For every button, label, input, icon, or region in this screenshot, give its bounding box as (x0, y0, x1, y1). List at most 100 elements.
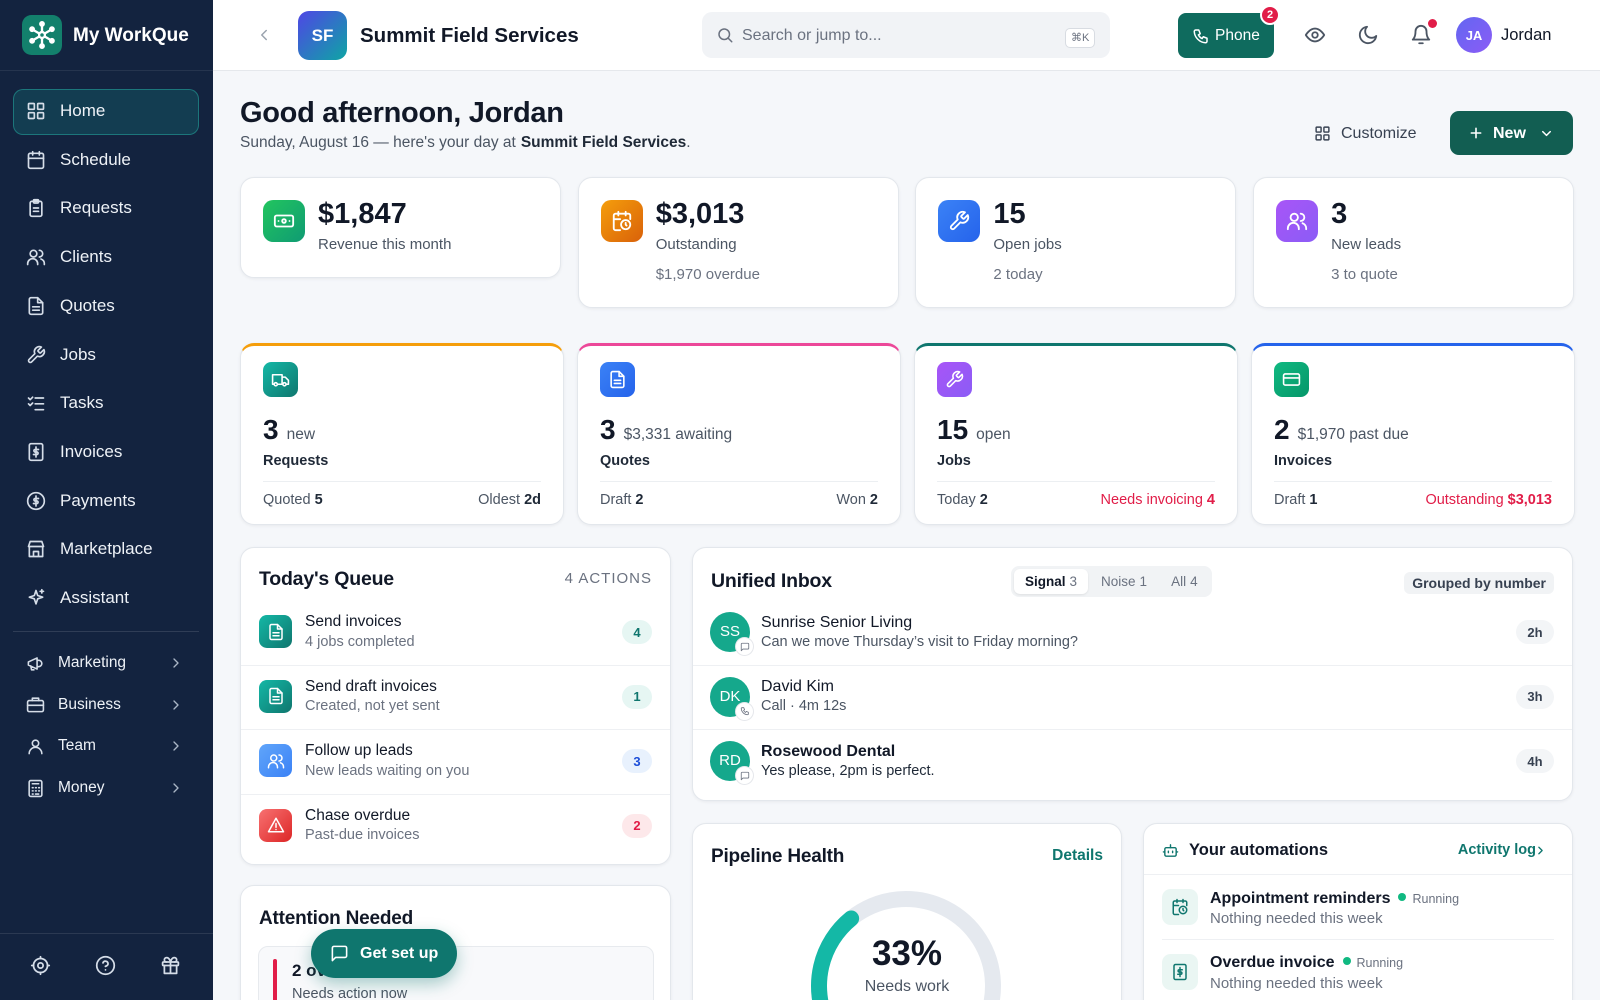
pipeline-card-qualifier: new (286, 426, 316, 443)
get-set-up-icon (331, 945, 348, 962)
queue-item-icon-glyph (268, 687, 283, 705)
pipeline-card-left: Quoted 5 (263, 491, 323, 510)
queue-item-icon (259, 615, 292, 648)
nav-icon (27, 540, 45, 558)
nav-group-chevron (173, 658, 179, 668)
inbox-tab-count: 4 (1190, 574, 1198, 589)
inbox-channel (736, 767, 753, 784)
automation-icon-glyph (1173, 963, 1187, 980)
pipeline-card-right: Won 2 (836, 491, 878, 510)
queue-card: Today's Queue 4 ACTIONS Send invoices 4 job… (240, 547, 671, 865)
pipeline-card-icon (263, 362, 298, 397)
attention-item-bar (273, 959, 277, 1000)
pipeline-card-right: Needs invoicing 4 (1101, 491, 1215, 510)
pipeline-card-icon (937, 362, 972, 397)
inbox-tab[interactable]: Signal 3 (1014, 569, 1089, 594)
queue-item-subtitle: Past-due invoices (305, 827, 420, 843)
inbox-item-name: David Kim (761, 678, 834, 695)
inbox-tab-count: 1 (1139, 574, 1148, 589)
queue-item-subtitle: 4 jobs completed (305, 633, 415, 650)
stat-icon (263, 200, 305, 242)
pipeline-card[interactable]: 3 new Requests Quoted 5 Oldest 2d (240, 343, 564, 525)
greeting-end: . (686, 134, 691, 151)
user-initials: JA (1465, 27, 1483, 43)
sidebar-footer-divider (0, 933, 213, 934)
new-button[interactable]: New (1450, 111, 1573, 155)
automation-status: Running (1412, 891, 1460, 906)
pipeline-card-right-label: Outstanding (1425, 491, 1504, 508)
pipeline-card-headline: 15 open (937, 412, 1011, 453)
search[interactable]: Search or jump to... ⌘K (702, 12, 1110, 58)
org-badge: SF (298, 11, 347, 60)
customize-button[interactable]: Customize (1306, 116, 1428, 150)
inbox-tab[interactable]: All 4 (1160, 569, 1209, 594)
pipeline-card-headline: 2 $1,970 past due (1274, 412, 1409, 453)
nav-icon (29, 199, 43, 218)
nav-label: Home (60, 101, 106, 120)
pipeline-card-icon (1274, 362, 1309, 397)
get-set-up-button[interactable]: Get set up (311, 929, 457, 978)
search-shortcut: ⌘K (1065, 28, 1096, 48)
pipeline-card-qualifier: $1,970 past due (1297, 426, 1409, 443)
status-dot (1398, 892, 1407, 901)
inbox-channel-icon (740, 642, 749, 651)
pipeline-card-count: 3 (263, 414, 279, 445)
automation-divider (1162, 938, 1554, 940)
pipeline-health-link[interactable]: Details (1052, 847, 1103, 864)
brand-logo-glyph (29, 21, 55, 49)
pipeline-card-divider (937, 481, 1215, 482)
inbox-tab-label: Signal (1025, 574, 1066, 589)
nav-group-icon (28, 739, 43, 755)
inbox-item-name: Rosewood Dental (761, 742, 896, 760)
pipeline-card-icon-glyph (610, 370, 625, 389)
inbox-avatar-initials: RD (719, 752, 741, 769)
queue-item-title: Follow up leads (305, 742, 413, 759)
queue-item-badge-count: 2 (633, 818, 641, 833)
stat-label: Outstanding (655, 236, 737, 253)
moon-button[interactable] (1356, 23, 1380, 47)
pipeline-health-title: Pipeline Health (711, 845, 845, 867)
gauge-label: 33% (871, 934, 943, 973)
automations-link[interactable]: Activity log (1457, 841, 1536, 858)
greeting-subtitle: Sunday, August 16 — here's your day at Su… (240, 133, 691, 153)
eye-button[interactable] (1303, 23, 1327, 47)
footer-icon (161, 956, 180, 974)
queue-item-badge-count: 4 (633, 624, 641, 640)
pipeline-card[interactable]: 2 $1,970 past due Invoices Draft 1 Outstandin… (1251, 343, 1575, 525)
stat-icon (1276, 200, 1319, 242)
org-initials: SF (311, 25, 334, 45)
pipeline-card-count: 2 (1274, 414, 1290, 445)
queue-item-badge: 1 (622, 684, 652, 709)
user-avatar[interactable]: JA (1456, 17, 1492, 53)
pipeline-card-right-label: Oldest (478, 491, 521, 508)
footer-button[interactable] (94, 953, 118, 977)
new-plus (1470, 127, 1482, 139)
stat-value: $1,847 (318, 198, 407, 230)
queue-item-icon-glyph (267, 817, 284, 833)
queue-count: 4 ACTIONS (564, 570, 652, 587)
pipeline-card[interactable]: 15 open Jobs Today 2 Needs invoicing 4 (914, 343, 1238, 525)
footer-button[interactable] (29, 953, 53, 977)
nav-icon (28, 588, 45, 605)
automations-card: Your automations Activity log Appointment … (1143, 823, 1573, 1000)
phone-button[interactable]: Phone (1178, 13, 1274, 58)
nav-group-icon (27, 656, 43, 671)
gauge-value (811, 910, 860, 1000)
pipeline-health-card: Pipeline Health Details 33% Needs work (692, 823, 1122, 1000)
inbox-tab[interactable]: Noise 1 (1090, 569, 1158, 594)
pipeline-card-icon (600, 362, 635, 397)
bell-button[interactable] (1409, 23, 1433, 47)
notification-dot (1428, 19, 1437, 28)
queue-divider (241, 729, 670, 730)
inbox-avatar-initials: DK (719, 687, 741, 705)
gauge (811, 891, 1001, 1000)
pipeline-card-title: Jobs (937, 452, 971, 469)
footer-button[interactable] (159, 953, 183, 977)
pipeline-card-left: Today 2 (937, 491, 988, 510)
pipeline-card[interactable]: 3 $3,331 awaiting Quotes Draft 2 Won 2 (577, 343, 901, 525)
automations-divider (1144, 874, 1572, 875)
pipeline-card-divider (1274, 481, 1552, 482)
nav-group-chevron (173, 783, 179, 793)
queue-item-subtitle: New leads waiting on you (305, 762, 470, 779)
pipeline-card-left: Draft 1 (1274, 491, 1318, 510)
